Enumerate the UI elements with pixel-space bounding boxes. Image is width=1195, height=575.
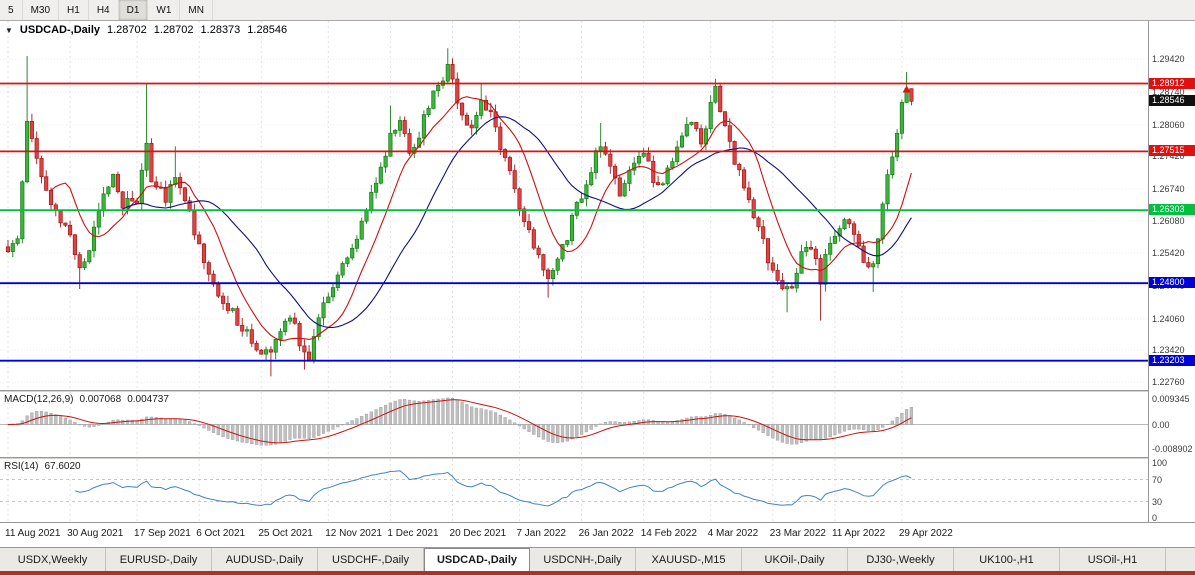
- quote-close: 1.28546: [247, 24, 288, 36]
- macd-name: MACD(12,26,9): [4, 394, 74, 405]
- chart-tab-hk50[interactable]: HK50-: [1166, 548, 1195, 571]
- price-axis-label: 1.26740: [1152, 184, 1185, 194]
- timeframe-button-h4[interactable]: H4: [89, 0, 119, 20]
- chart-tab-audusd[interactable]: AUDUSD-,Daily: [212, 548, 318, 571]
- timeframe-toolbar: 5 M30 H1 H4 D1 W1 MN: [0, 0, 1195, 21]
- chart-tab-bar: USDX,Weekly EURUSD-,Daily AUDUSD-,Daily USD…: [0, 547, 1195, 571]
- rsi-canvas[interactable]: [0, 459, 1148, 522]
- date-label: 11 Apr 2022: [831, 528, 886, 539]
- rsi-panel: RSI(14) 67.6020: [0, 459, 1148, 522]
- level-price-tag: 1.24800: [1149, 277, 1195, 288]
- chart-title: ▼ USDCAD-,Daily 1.28702 1.28702 1.28373 …: [5, 24, 287, 36]
- chart-tab-dj30[interactable]: DJ30-,Weekly: [848, 548, 954, 571]
- level-price-tag: 1.27515: [1149, 145, 1195, 156]
- macd-canvas[interactable]: [0, 392, 1148, 457]
- chart-window: ▼ USDCAD-,Daily 1.28702 1.28702 1.28373 …: [0, 21, 1195, 547]
- price-axis-label: 1.29420: [1152, 54, 1185, 64]
- quote-open: 1.28702: [107, 24, 147, 36]
- quick-trade-toggle-icon[interactable]: ▼: [5, 25, 13, 35]
- date-label: 12 Nov 2021: [325, 528, 382, 539]
- date-label: 6 Oct 2021: [196, 528, 246, 539]
- quote-low: 1.28373: [200, 24, 241, 36]
- level-price-tag: 1.28912: [1149, 78, 1195, 89]
- chart-tab-usdcad[interactable]: USDCAD-,Daily: [424, 548, 530, 571]
- chart-tab-usoil[interactable]: USOil-,H1: [1060, 548, 1166, 571]
- timeframe-button-w1[interactable]: W1: [148, 0, 181, 20]
- chart-tab-usdchf[interactable]: USDCHF-,Daily: [318, 548, 424, 571]
- rsi-value: 67.6020: [44, 461, 81, 472]
- timeframe-button-mn[interactable]: MN: [180, 0, 213, 20]
- date-label: 17 Sep 2021: [134, 528, 191, 539]
- date-label: 20 Dec 2021: [449, 528, 507, 539]
- price-axis-label: 1.23420: [1152, 345, 1185, 355]
- date-label: 23 Mar 2022: [769, 528, 826, 539]
- current-price-tag: 1.28546: [1149, 95, 1195, 106]
- macd-signal-value: 0.004737: [127, 394, 169, 405]
- price-axis-label: 1.28740: [1152, 87, 1185, 97]
- price-axis-label: 1.28060: [1152, 120, 1185, 130]
- main-chart-canvas[interactable]: [0, 21, 1148, 390]
- timeframe-button-h1[interactable]: H1: [59, 0, 89, 20]
- timeframe-button-m30[interactable]: M30: [23, 0, 60, 20]
- chart-tab-usdcnh[interactable]: USDCNH-,Daily: [530, 548, 636, 571]
- level-price-tag: 1.23203: [1149, 355, 1195, 366]
- chart-tab-xauusd[interactable]: XAUUSD-,M15: [636, 548, 742, 571]
- date-label: 14 Feb 2022: [640, 528, 697, 539]
- macd-axis-label: -0.008902: [1152, 444, 1193, 454]
- rsi-axis-label: 70: [1152, 475, 1163, 485]
- macd-main-value: 0.007068: [79, 394, 122, 405]
- chart-tab-eurusd[interactable]: EURUSD-,Daily: [106, 548, 212, 571]
- price-axis-label: 1.22760: [1152, 377, 1185, 387]
- date-label: 26 Jan 2022: [578, 528, 634, 539]
- macd-axis-label: 0.009345: [1152, 394, 1190, 404]
- level-price-tag: 1.26303: [1149, 204, 1195, 215]
- date-label: 1 Dec 2021: [387, 528, 439, 539]
- date-label: 11 Aug 2021: [5, 528, 61, 539]
- panel-separator[interactable]: [0, 390, 1195, 392]
- date-label: 7 Jan 2022: [516, 528, 566, 539]
- price-chart-panel: ▼ USDCAD-,Daily 1.28702 1.28702 1.28373 …: [0, 21, 1148, 390]
- bottom-strip: [0, 571, 1195, 575]
- quote-high: 1.28702: [153, 24, 194, 36]
- price-axis-label: 1.25420: [1152, 248, 1185, 258]
- rsi-axis-label: 100: [1152, 458, 1168, 468]
- time-axis[interactable]: 11 Aug 2021 30 Aug 2021 17 Sep 2021 6 Oct 2…: [0, 522, 1195, 547]
- price-axis-label: 1.24060: [1152, 314, 1185, 324]
- rsi-axis-label: 0: [1152, 513, 1158, 523]
- timeframe-button-d1[interactable]: D1: [118, 0, 149, 20]
- date-label: 25 Oct 2021: [258, 528, 313, 539]
- timeframe-button-5[interactable]: 5: [0, 0, 23, 20]
- macd-axis-label: 0.00: [1152, 420, 1170, 430]
- rsi-label: RSI(14) 67.6020: [4, 461, 81, 472]
- date-label: 30 Aug 2021: [67, 528, 124, 539]
- rsi-name: RSI(14): [4, 461, 39, 472]
- macd-panel: MACD(12,26,9) 0.007068 0.004737: [0, 392, 1148, 457]
- price-axis[interactable]: 1.29420 1.28740 1.28060 1.27420 1.26740 1.260…: [1148, 21, 1195, 523]
- rsi-axis-label: 30: [1152, 497, 1163, 507]
- chart-tab-ukoil[interactable]: UKOil-,Daily: [742, 548, 848, 571]
- panel-separator[interactable]: [0, 457, 1195, 459]
- date-label: 29 Apr 2022: [898, 528, 953, 539]
- price-axis-label: 1.26080: [1152, 216, 1185, 226]
- price-axis-label: 1.27420: [1152, 151, 1185, 161]
- chart-tab-uk100[interactable]: UK100-,H1: [954, 548, 1060, 571]
- chart-tab-usdx[interactable]: USDX,Weekly: [0, 548, 106, 571]
- date-label: 4 Mar 2022: [707, 528, 759, 539]
- macd-label: MACD(12,26,9) 0.007068 0.004737: [4, 394, 169, 405]
- chart-symbol-label: USDCAD-,Daily: [19, 24, 100, 36]
